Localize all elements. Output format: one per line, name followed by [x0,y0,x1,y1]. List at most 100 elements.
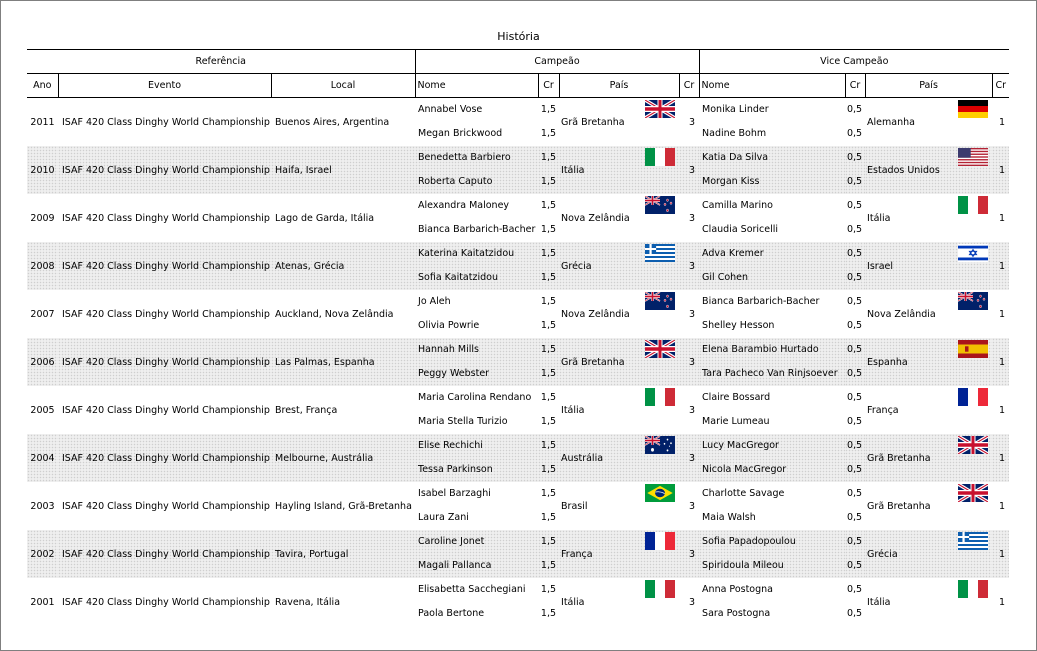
vice-cr-1: 0,5 [846,296,863,307]
group-referencia: Referência [27,49,416,74]
group-vice: Vice Campeão [698,49,1010,74]
cell-vice-nomes: Camilla Marino Claudia Soricelli [699,194,845,242]
header-cr: Cr [537,73,560,98]
cell-vice-nomes: Adva Kremer Gil Cohen [699,242,846,290]
cell-campeao-total: 3 [689,308,696,320]
table-row: 2007 ISAF 420 Class Dinghy World Champion… [27,290,1009,338]
cell-vice-cr: 0,5 0,5 [845,338,866,386]
header-evento: Evento [57,73,271,98]
cell-ano: 2001 [30,596,55,608]
campeao-pais: Grã Bretanha [561,116,625,128]
cell-local: Tavira, Portugal [271,530,416,578]
cell-vice-cr: 0,5 0,5 [845,242,866,290]
vice-nome-1: Sofia Papadopoulou [702,536,796,547]
cell-vice-nomes: Sofia Papadopoulou Spiridoula Mileou [699,530,846,578]
cell-campeao-cr: 1,5 1,5 [538,530,560,578]
cell-vice-nomes: Charlotte Savage Maia Walsh [699,482,845,530]
cell-campeao-total: 3 [679,146,700,194]
campeao-pais: França [561,548,593,560]
vice-pais: Itália [867,596,891,608]
cell-local: Hayling Island, Grã-Bretanha [275,500,412,512]
vice-nome-2: Claudia Soricelli [702,224,779,235]
cell-campeao-pais: Grã Bretanha [559,98,679,147]
cell-campeao-cr: 1,5 1,5 [538,194,559,242]
vice-nome-2: Nadine Bohm [702,128,767,139]
table-row: 2011 ISAF 420 Class Dinghy World Champion… [27,98,1009,147]
it-flag-icon [645,388,676,406]
campeao-pais: Grã Bretanha [561,356,625,368]
campeao-cr-1: 1,5 [540,104,557,115]
campeao-pais: Nova Zelândia [561,212,630,224]
campeao-cr-2: 1,5 [540,464,557,475]
cell-vice-total: 1 [992,530,1010,578]
campeao-cr-2: 1,5 [540,176,557,187]
campeao-nome-2: Paola Bertone [418,608,485,619]
vice-cr-1: 0,5 [846,248,863,259]
vice-nome-1: Camilla Marino [702,200,773,211]
cell-campeao-nomes: Jo Aleh Olivia Powrie [415,290,538,338]
cell-vice-total: 1 [992,242,1010,290]
campeao-cr-1: 1,5 [540,248,557,259]
gb-flag-icon [645,340,676,358]
cell-local: Buenos Aires, Argentina [275,116,390,128]
fr-flag-icon [958,388,989,406]
vice-cr-1: 0,5 [846,104,863,115]
it-flag-icon [958,580,989,598]
cell-campeao-cr: 1,5 1,5 [538,338,560,386]
cell-local: Melbourne, Austrália [271,434,416,482]
vice-cr-2: 0,5 [846,272,863,283]
campeao-nome-2: Roberta Caputo [418,176,493,187]
vice-cr-1: 0,5 [846,488,863,499]
campeao-cr-2: 1,5 [540,560,557,571]
cell-campeao-nomes: Maria Carolina Rendano Maria Stella Turiz… [415,386,538,434]
campeao-nome-1: Elise Rechichi [418,440,483,451]
vice-nome-2: Spiridoula Mileou [702,560,784,571]
cell-ano: 2003 [30,500,55,512]
cell-vice-cr: 0,5 0,5 [845,290,865,338]
cell-vice-cr: 0,5 0,5 [845,98,865,147]
cell-local: Las Palmas, Espanha [271,338,416,386]
cell-ano: 2002 [27,530,58,578]
br-flag-icon [645,484,676,502]
vice-cr-1: 0,5 [846,344,863,355]
vice-nome-2: Maia Walsh [702,512,756,523]
es-flag-icon [958,340,989,358]
campeao-cr-1: 1,5 [540,296,557,307]
campeao-cr-1: 1,5 [540,152,557,163]
cell-campeao-total: 3 [679,434,700,482]
cell-vice-pais: Estados Unidos [865,146,993,194]
cell-campeao-nomes: Annabel Vose Megan Brickwood [415,98,538,147]
vice-nome-1: Lucy MacGregor [702,440,779,451]
vice-cr-2: 0,5 [846,608,863,619]
campeao-nome-1: Caroline Jonet [418,536,485,547]
cell-ano: 2011 [30,116,55,128]
vice-pais: Grécia [867,548,898,560]
vice-cr-2: 0,5 [846,512,863,523]
it-flag-icon [958,196,989,214]
table-row: 2004 ISAF 420 Class Dinghy World Champion… [27,434,1010,482]
cell-campeao-total: 3 [679,242,700,290]
table-row: 2009 ISAF 420 Class Dinghy World Champion… [27,194,1009,242]
cell-campeao-nomes: Elise Rechichi Tessa Parkinson [415,434,539,482]
vice-cr-1: 0,5 [846,200,863,211]
cell-campeao-cr: 1,5 1,5 [538,434,560,482]
header-nome: Nome [414,73,539,98]
cell-vice-nomes: Anna Postogna Sara Postogna [699,578,845,626]
cell-campeao-cr: 1,5 1,5 [538,290,559,338]
campeao-nome-2: Sofia Kaitatzidou [418,272,498,283]
fr-flag-icon [645,532,676,550]
gb-flag-icon [958,436,989,454]
cell-campeao-pais: Grã Bretanha [559,338,680,386]
cell-evento: ISAF 420 Class Dinghy World Championship [62,500,270,512]
cell-vice-pais: Grã Bretanha [865,482,992,530]
cell-campeao-cr: 1,5 1,5 [538,242,560,290]
gb-flag-icon [645,100,676,118]
cell-local: Atenas, Grécia [271,242,416,290]
gr-flag-icon [958,532,989,550]
cell-vice-nomes: Claire Bossard Marie Lumeau [699,386,845,434]
vice-cr-1: 0,5 [846,440,863,451]
us-flag-icon [958,148,989,166]
vice-cr-2: 0,5 [846,368,863,379]
cell-campeao-nomes: Isabel Barzaghi Laura Zani [415,482,538,530]
vice-nome-2: Nicola MacGregor [702,464,787,475]
